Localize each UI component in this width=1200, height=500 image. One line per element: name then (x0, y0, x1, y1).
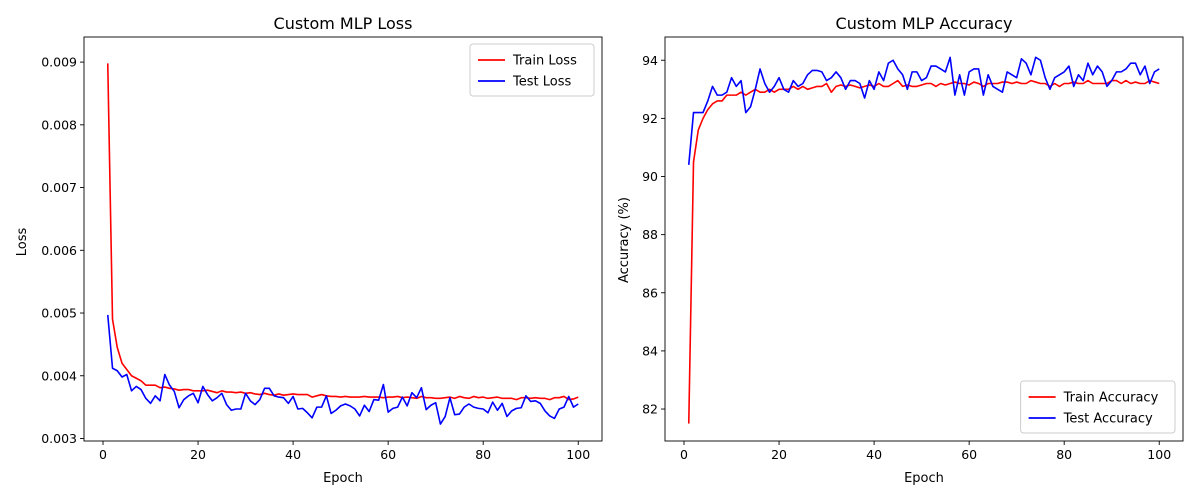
loss-plot-area: 0 20 40 60 80 100 0.003 0.004 0.005 0.006 0.007 0.0… (41, 36, 603, 462)
x-tick-label: 100 (566, 447, 590, 462)
y-axis-label: Loss (15, 228, 30, 257)
x-tick-label: 40 (285, 447, 301, 462)
y-tick-label: 94 (642, 53, 658, 68)
y-tick-label: 0.006 (41, 243, 77, 258)
y-axis-label: Accuracy (%) (617, 197, 632, 283)
y-tick-label: 92 (642, 111, 658, 126)
legend: Train Loss Test Loss (469, 43, 595, 97)
legend-label: Train Loss (512, 54, 577, 69)
x-tick-label: 20 (771, 447, 787, 462)
legend: Train Accuracy Test Accuracy (1020, 380, 1176, 434)
accuracy-plot-area: 0 20 40 60 80 100 82 84 86 88 90 92 94 Train Accuracy… (642, 36, 1184, 462)
x-tick-label: 60 (380, 447, 396, 462)
y-tick-label: 0.007 (41, 180, 77, 195)
series-line-train-accuracy (687, 79, 1160, 424)
y-tick-label: 86 (642, 285, 658, 300)
x-tick-label: 80 (1056, 447, 1072, 462)
y-tick-label: 84 (642, 343, 658, 358)
series-line-test-loss (106, 314, 579, 425)
legend-label: Test Accuracy (1063, 412, 1153, 427)
legend-label: Train Accuracy (1063, 391, 1159, 406)
y-tick-label: 88 (642, 227, 658, 242)
loss-chart: Custom MLP Loss 0 20 40 60 80 100 0.003 0.004 0.… (15, 14, 603, 486)
x-axis-label: Epoch (904, 471, 944, 486)
y-tick-label: 0.005 (41, 306, 77, 321)
accuracy-chart: Custom MLP Accuracy 0 20 40 60 80 100 82 84 86 88… (617, 14, 1184, 486)
y-tick-label: 90 (642, 169, 658, 184)
y-tick-label: 0.004 (41, 368, 77, 383)
chart-title: Custom MLP Loss (274, 14, 413, 33)
y-tick-label: 0.008 (41, 117, 77, 132)
x-tick-label: 20 (190, 447, 206, 462)
y-tick-label: 0.003 (41, 431, 77, 446)
x-tick-label: 60 (961, 447, 977, 462)
series-line-test-accuracy (687, 56, 1160, 165)
x-tick-label: 0 (99, 447, 107, 462)
x-tick-label: 40 (866, 447, 882, 462)
x-tick-label: 0 (680, 447, 688, 462)
x-tick-label: 100 (1147, 447, 1171, 462)
series-line-train-loss (106, 63, 579, 401)
legend-box (469, 43, 595, 97)
x-axis-label: Epoch (323, 471, 363, 486)
x-tick-label: 80 (475, 447, 491, 462)
legend-box (1020, 380, 1176, 434)
axes-frame (83, 36, 603, 442)
axes-frame (664, 36, 1184, 442)
legend-label: Test Loss (512, 75, 571, 90)
y-tick-label: 0.009 (41, 55, 77, 70)
chart-title: Custom MLP Accuracy (836, 14, 1013, 33)
y-tick-label: 82 (642, 402, 658, 417)
